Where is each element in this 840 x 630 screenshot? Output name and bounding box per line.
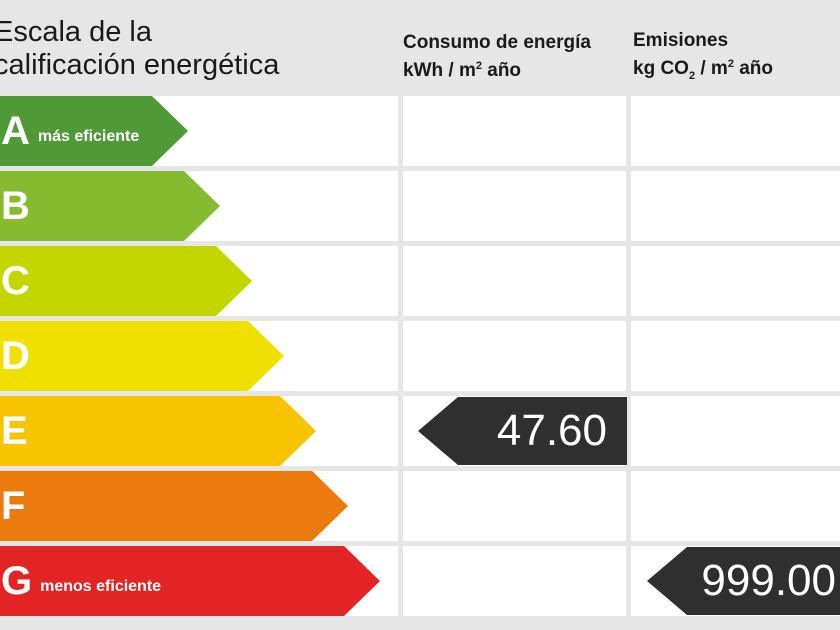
energy-class-letter: D	[1, 334, 30, 378]
consumo-unit-pre: kWh / m	[403, 60, 476, 81]
emisiones-rating-value: 999.00	[701, 556, 836, 605]
energy-class-d-arrow: D	[0, 321, 284, 391]
consumo-cell	[403, 246, 626, 316]
emisiones-unit-sub: 2	[688, 70, 696, 82]
energy-class-letter: F	[1, 484, 26, 528]
emisiones-cell	[631, 471, 840, 541]
emisiones-unit-mid: / m	[695, 58, 728, 79]
emisiones-cell	[631, 321, 840, 391]
energy-class-letter: C	[1, 259, 30, 303]
energy-class-e-arrow: E	[0, 396, 316, 466]
energy-class-letter: A	[1, 109, 30, 153]
consumo-rating-pointer: 47.60	[418, 397, 627, 465]
emisiones-cell	[631, 171, 840, 241]
consumo-cell	[403, 546, 626, 616]
consumo-rating-value: 47.60	[496, 406, 607, 455]
energy-class-letter: B	[1, 184, 30, 228]
emisiones-title: Emisiones	[633, 30, 729, 51]
consumo-cell	[403, 471, 626, 541]
scale-title: Escala de la calificación energética	[0, 16, 279, 82]
energy-class-c-arrow: C	[0, 246, 252, 316]
consumo-cell	[403, 321, 626, 391]
emisiones-unit-post: año	[733, 58, 773, 79]
consumo-unit-sup: 2	[475, 60, 482, 72]
energy-class-note: menos eficiente	[40, 578, 162, 595]
emisiones-cell	[631, 246, 840, 316]
consumo-cell	[403, 171, 626, 241]
consumo-column-header: Consumo de energía kWh / m2 año	[403, 29, 591, 85]
energy-class-letter: G	[1, 559, 33, 603]
emisiones-unit-pre: kg CO	[633, 58, 689, 79]
scale-title-line-2: calificación energética	[0, 49, 280, 81]
emisiones-rating-pointer: 999.00	[647, 547, 840, 615]
emisiones-unit: kg CO2 / m2 año	[633, 55, 773, 83]
consumo-title: Consumo de energía	[403, 32, 591, 53]
energy-class-note: más eficiente	[37, 128, 140, 145]
consumo-unit: kWh / m2 año	[403, 57, 591, 85]
emisiones-unit-sup: 2	[727, 58, 734, 70]
consumo-unit-post: año	[481, 60, 522, 81]
emisiones-column-header: Emisiones kg CO2 / m2 año	[633, 27, 773, 83]
energy-class-f-arrow: F	[0, 471, 348, 541]
energy-class-letter: E	[1, 409, 28, 453]
energy-class-b-arrow: B	[0, 171, 220, 241]
consumo-cell	[403, 96, 626, 166]
scale-title-line-1: Escala de la	[0, 16, 152, 48]
emisiones-cell	[631, 96, 840, 166]
emisiones-cell	[631, 396, 840, 466]
